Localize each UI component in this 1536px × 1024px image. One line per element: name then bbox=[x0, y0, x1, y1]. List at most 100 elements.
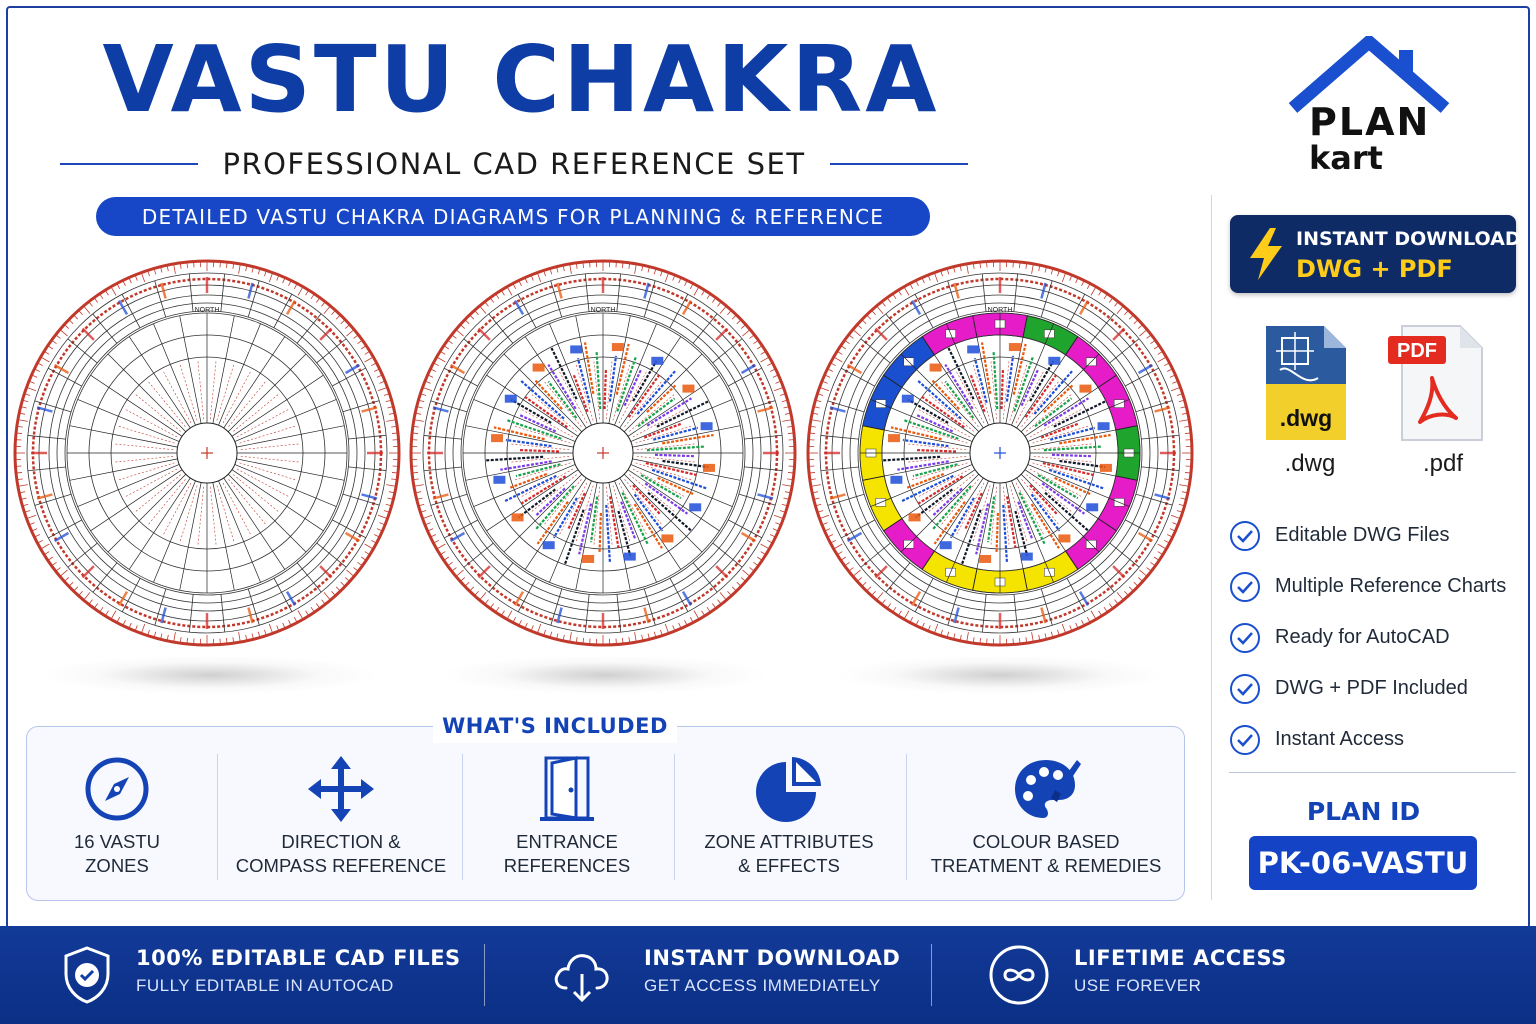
feature-colour-remedies: COLOUR BASED TREATMENT & REMEDIES bbox=[915, 752, 1177, 882]
degree-tick bbox=[903, 610, 910, 620]
chakra-spoke bbox=[632, 425, 741, 448]
pada-divider bbox=[430, 400, 468, 413]
degree-tick bbox=[779, 510, 786, 513]
annotation-mark bbox=[912, 463, 958, 478]
pada-divider bbox=[643, 280, 656, 318]
band-annotation bbox=[117, 590, 129, 607]
pada-divider bbox=[121, 578, 141, 612]
degree-tick bbox=[64, 577, 70, 582]
annotation-mark bbox=[1042, 462, 1094, 477]
pada-divider bbox=[1066, 294, 1086, 328]
degree-tick bbox=[321, 599, 326, 605]
degree-tick bbox=[1090, 610, 1097, 620]
degree-tick bbox=[634, 263, 637, 274]
annotation-mark bbox=[644, 482, 689, 515]
chart-ring bbox=[444, 294, 762, 612]
chakra-spoke bbox=[223, 336, 286, 429]
degree-tick bbox=[37, 539, 43, 544]
shield-check-icon bbox=[64, 946, 110, 1004]
dwg-file-icon[interactable]: .dwg bbox=[1262, 322, 1350, 444]
annotation-mark bbox=[1020, 368, 1040, 407]
degree-tick bbox=[160, 633, 163, 640]
band-annotation bbox=[247, 282, 254, 299]
pdf-file-icon[interactable]: PDF bbox=[1386, 322, 1486, 444]
degree-tick bbox=[282, 277, 286, 284]
band-annotation bbox=[361, 406, 378, 413]
chakra-spoke bbox=[623, 473, 703, 553]
degree-tick bbox=[68, 319, 74, 325]
checklist-item: Ready for AutoCAD bbox=[1229, 612, 1529, 663]
degree-tick bbox=[1086, 617, 1091, 623]
degree-tick bbox=[909, 617, 914, 623]
degree-tick bbox=[451, 334, 457, 339]
chakra-spoke bbox=[1029, 458, 1138, 481]
degree-tick bbox=[251, 266, 254, 273]
band-annotation bbox=[829, 493, 846, 500]
pada-divider bbox=[827, 493, 865, 506]
degree-tick bbox=[439, 551, 446, 556]
annotation-mark bbox=[916, 379, 962, 420]
degree-tick bbox=[391, 478, 398, 481]
instant-download-card[interactable]: INSTANT DOWNLOAD DWG + PDF bbox=[1230, 215, 1521, 293]
degree-tick bbox=[664, 623, 670, 634]
annotation-mark bbox=[656, 400, 710, 428]
pada-divider bbox=[273, 294, 293, 328]
chakra-spoke bbox=[632, 458, 741, 481]
chakra-spoke bbox=[236, 458, 345, 481]
feature-divider bbox=[906, 754, 907, 880]
annotation-mark bbox=[1044, 491, 1090, 532]
annotation-mark bbox=[632, 484, 662, 516]
red-ray bbox=[606, 359, 613, 420]
degree-tick bbox=[848, 334, 854, 339]
band-annotation bbox=[513, 299, 525, 316]
annotation-block bbox=[700, 422, 713, 431]
pada-divider bbox=[584, 273, 590, 312]
chart-north-heading: NORTH bbox=[988, 307, 1013, 314]
degree-tick bbox=[17, 484, 28, 487]
chakra-spoke bbox=[883, 374, 976, 437]
degree-tick bbox=[140, 623, 146, 634]
degree-tick bbox=[876, 305, 884, 314]
pada-divider bbox=[1141, 466, 1180, 471]
degree-tick bbox=[1019, 262, 1021, 269]
feature-label: COLOUR BASED bbox=[972, 831, 1120, 852]
degree-tick bbox=[530, 274, 534, 281]
annotation-mark bbox=[1037, 474, 1079, 500]
red-ray bbox=[575, 485, 594, 544]
pada-divider bbox=[34, 493, 72, 506]
pada-divider bbox=[48, 367, 82, 387]
degree-tick bbox=[562, 265, 565, 272]
pada-divider bbox=[643, 588, 656, 626]
degree-tick bbox=[353, 334, 359, 339]
degree-tick bbox=[173, 263, 176, 274]
degree-tick bbox=[569, 263, 572, 274]
pada-divider bbox=[728, 519, 762, 539]
degree-tick bbox=[833, 543, 843, 550]
feature-label: REFERENCES bbox=[503, 855, 631, 876]
chakra-spoke bbox=[153, 480, 196, 583]
plankart-logo[interactable]: PLAN kart bbox=[1285, 36, 1455, 186]
subtitle-rule-right bbox=[829, 163, 968, 165]
degree-tick bbox=[946, 268, 950, 275]
pada-divider bbox=[247, 280, 260, 318]
degree-tick bbox=[915, 620, 919, 626]
degree-tick bbox=[412, 478, 419, 481]
degree-tick bbox=[78, 590, 83, 596]
degree-tick bbox=[1025, 262, 1028, 269]
feature-divider bbox=[217, 754, 218, 880]
degree-tick bbox=[88, 301, 93, 307]
chakra-spoke bbox=[473, 399, 576, 442]
annotation-mark bbox=[662, 459, 709, 469]
degree-tick bbox=[388, 412, 395, 415]
degree-tick bbox=[305, 289, 310, 296]
band-annotation bbox=[846, 363, 863, 375]
annotation-mark bbox=[1018, 492, 1046, 546]
annotation-block bbox=[890, 475, 903, 484]
degree-tick bbox=[1124, 590, 1129, 596]
degree-tick bbox=[1170, 386, 1181, 392]
degree-tick bbox=[518, 620, 522, 626]
band-annotation bbox=[344, 531, 361, 543]
degree-tick bbox=[433, 539, 439, 544]
annotation-mark bbox=[646, 383, 677, 413]
chakra-spoke bbox=[69, 425, 178, 448]
